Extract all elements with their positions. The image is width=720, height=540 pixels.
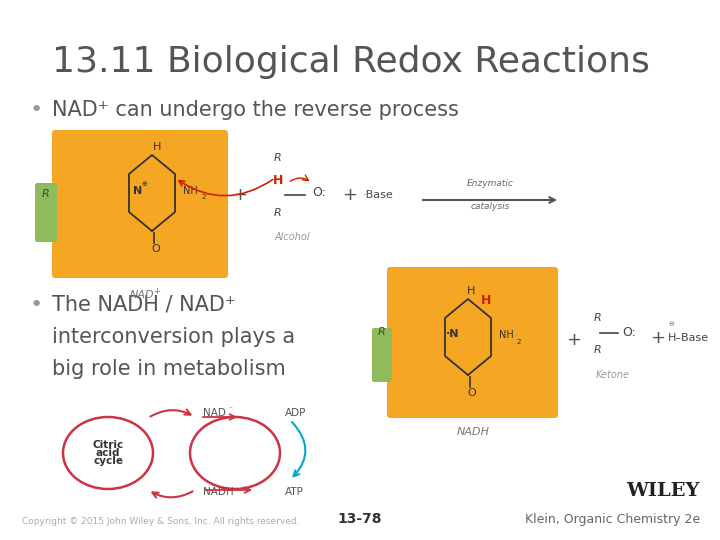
Text: ATP: ATP <box>285 487 304 497</box>
Text: +: + <box>567 331 582 349</box>
Text: R: R <box>274 208 282 218</box>
Text: •: • <box>30 295 43 315</box>
Text: +: + <box>233 186 248 204</box>
Ellipse shape <box>190 417 280 489</box>
Text: 2: 2 <box>517 339 521 345</box>
Text: The NADH / NAD⁺: The NADH / NAD⁺ <box>52 295 236 315</box>
Text: H–Base: H–Base <box>668 333 709 343</box>
Text: WILEY: WILEY <box>626 482 700 500</box>
Text: Enzymatic: Enzymatic <box>467 179 513 188</box>
Text: O: O <box>467 388 477 398</box>
Text: R: R <box>594 313 602 323</box>
Text: NADH: NADH <box>457 427 490 437</box>
Text: 13-78: 13-78 <box>338 512 382 526</box>
Text: acid: acid <box>96 448 120 458</box>
Text: O:: O: <box>312 186 326 199</box>
Text: ADP: ADP <box>285 408 307 418</box>
FancyBboxPatch shape <box>372 328 392 382</box>
Text: 13.11 Biological Redox Reactions: 13.11 Biological Redox Reactions <box>52 45 650 79</box>
Ellipse shape <box>63 417 153 489</box>
Text: Klein, Organic Chemistry 2e: Klein, Organic Chemistry 2e <box>525 513 700 526</box>
Text: NH: NH <box>183 186 197 196</box>
Text: NAD⁺ can undergo the reverse process: NAD⁺ can undergo the reverse process <box>52 100 459 120</box>
Text: Alcohol: Alcohol <box>274 232 310 242</box>
Text: +: + <box>153 287 160 296</box>
Text: H: H <box>481 294 491 307</box>
Text: R: R <box>594 345 602 355</box>
Text: big role in metabolism: big role in metabolism <box>52 359 286 379</box>
Text: Copyright © 2015 John Wiley & Sons, Inc. All rights reserved.: Copyright © 2015 John Wiley & Sons, Inc.… <box>22 517 300 526</box>
Text: H: H <box>273 173 283 186</box>
Text: R: R <box>378 327 386 337</box>
Text: O: O <box>152 244 161 254</box>
Text: +: + <box>343 186 358 204</box>
Text: NADH: NADH <box>203 487 233 497</box>
Text: ·N: ·N <box>446 329 460 339</box>
Text: ·Base: ·Base <box>363 190 394 200</box>
Text: •: • <box>30 100 43 120</box>
Text: interconversion plays a: interconversion plays a <box>52 327 295 347</box>
Text: Citric: Citric <box>92 440 124 450</box>
Text: ⊖: ⊖ <box>668 321 674 327</box>
Text: 2: 2 <box>202 194 206 200</box>
FancyBboxPatch shape <box>387 267 558 418</box>
Text: NAD: NAD <box>130 290 155 300</box>
Text: ⁻: ⁻ <box>228 404 232 414</box>
Text: +: + <box>650 329 665 347</box>
Text: NH: NH <box>498 330 513 340</box>
Text: ⊕: ⊕ <box>141 181 147 187</box>
Text: H: H <box>153 142 161 152</box>
FancyBboxPatch shape <box>35 183 57 242</box>
Text: N: N <box>133 186 143 196</box>
Text: H: H <box>467 286 475 296</box>
Text: R: R <box>274 153 282 163</box>
Text: R: R <box>42 189 50 199</box>
Text: cycle: cycle <box>93 456 123 466</box>
Text: Ketone: Ketone <box>596 370 630 380</box>
FancyBboxPatch shape <box>52 130 228 278</box>
Text: NAD: NAD <box>203 408 226 418</box>
Text: catalysis: catalysis <box>470 202 510 211</box>
Text: O:: O: <box>622 326 636 339</box>
